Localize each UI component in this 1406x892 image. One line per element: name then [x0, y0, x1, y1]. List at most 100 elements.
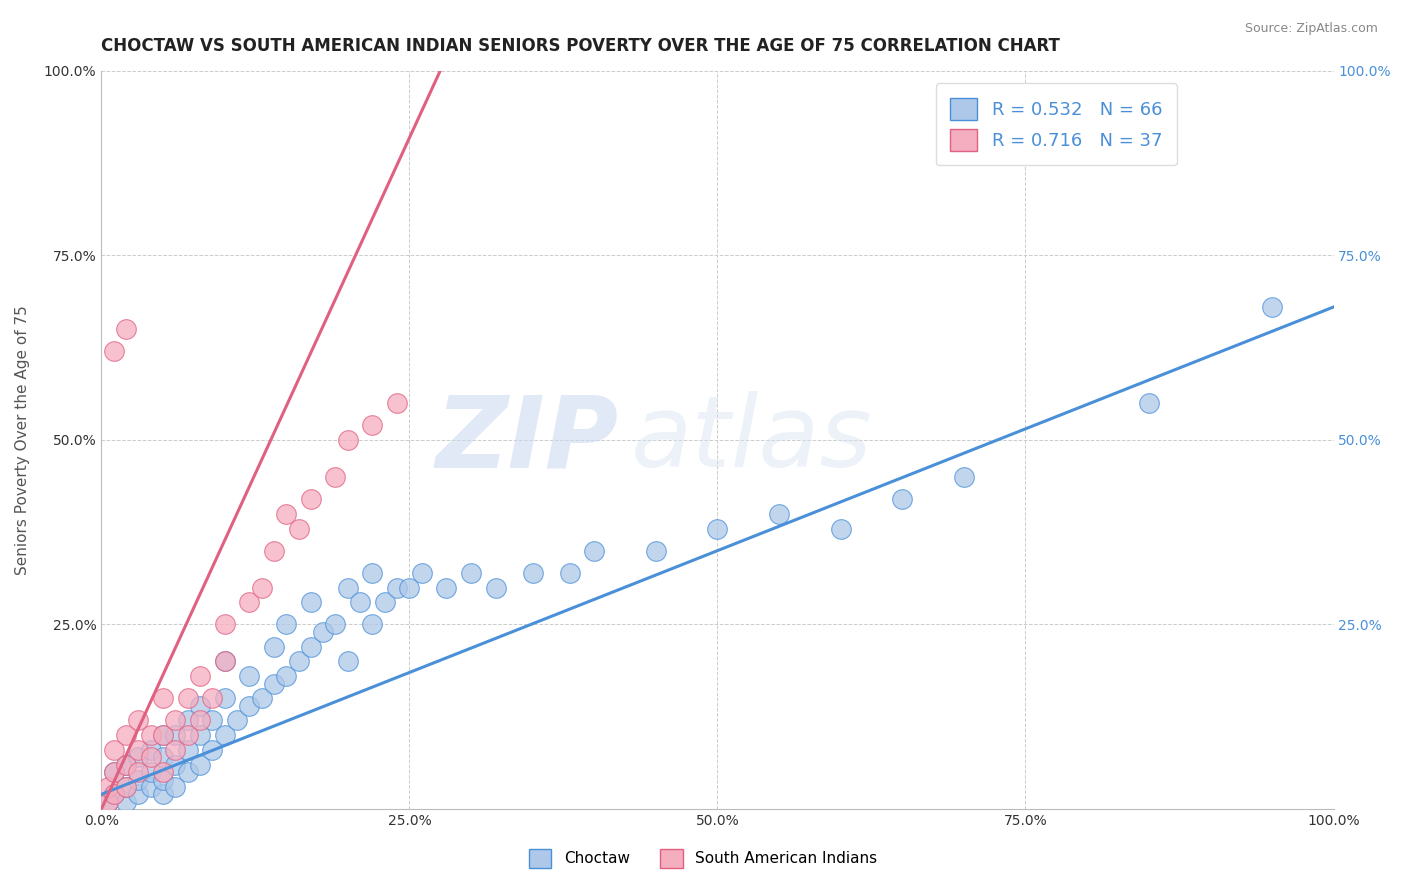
Point	[103, 787, 125, 801]
Point	[238, 698, 260, 713]
Point	[374, 595, 396, 609]
Point	[434, 581, 457, 595]
Point	[361, 418, 384, 433]
Point	[165, 780, 187, 794]
Point	[115, 795, 138, 809]
Text: ZIP: ZIP	[436, 392, 619, 489]
Point	[115, 780, 138, 794]
Point	[385, 396, 408, 410]
Point	[152, 728, 174, 742]
Point	[891, 491, 914, 506]
Point	[176, 765, 198, 780]
Point	[263, 543, 285, 558]
Point	[336, 581, 359, 595]
Point	[830, 522, 852, 536]
Point	[188, 698, 211, 713]
Text: Source: ZipAtlas.com: Source: ZipAtlas.com	[1244, 22, 1378, 36]
Point	[152, 750, 174, 764]
Point	[336, 433, 359, 447]
Point	[188, 728, 211, 742]
Point	[276, 669, 298, 683]
Point	[583, 543, 606, 558]
Point	[165, 743, 187, 757]
Point	[165, 757, 187, 772]
Point	[139, 743, 162, 757]
Point	[127, 772, 149, 787]
Point	[644, 543, 666, 558]
Point	[152, 728, 174, 742]
Point	[201, 743, 224, 757]
Point	[176, 743, 198, 757]
Point	[299, 640, 322, 654]
Point	[139, 765, 162, 780]
Point	[522, 566, 544, 580]
Text: CHOCTAW VS SOUTH AMERICAN INDIAN SENIORS POVERTY OVER THE AGE OF 75 CORRELATION : CHOCTAW VS SOUTH AMERICAN INDIAN SENIORS…	[101, 37, 1060, 55]
Point	[312, 624, 335, 639]
Point	[953, 470, 976, 484]
Point	[103, 765, 125, 780]
Point	[127, 714, 149, 728]
Point	[115, 728, 138, 742]
Point	[103, 787, 125, 801]
Point	[152, 772, 174, 787]
Point	[287, 654, 309, 668]
Point	[176, 714, 198, 728]
Point	[214, 691, 236, 706]
Point	[201, 714, 224, 728]
Point	[460, 566, 482, 580]
Point	[325, 617, 347, 632]
Point	[385, 581, 408, 595]
Point	[188, 714, 211, 728]
Point	[411, 566, 433, 580]
Point	[263, 640, 285, 654]
Y-axis label: Seniors Poverty Over the Age of 75: Seniors Poverty Over the Age of 75	[15, 305, 30, 574]
Point	[139, 728, 162, 742]
Point	[165, 728, 187, 742]
Point	[152, 765, 174, 780]
Point	[103, 344, 125, 359]
Point	[127, 787, 149, 801]
Point	[127, 743, 149, 757]
Point	[188, 669, 211, 683]
Point	[139, 750, 162, 764]
Point	[250, 581, 273, 595]
Point	[768, 507, 790, 521]
Point	[398, 581, 420, 595]
Legend: Choctaw, South American Indians: Choctaw, South American Indians	[516, 837, 890, 880]
Point	[152, 691, 174, 706]
Point	[115, 757, 138, 772]
Point	[214, 654, 236, 668]
Point	[325, 470, 347, 484]
Text: atlas: atlas	[631, 392, 873, 489]
Point	[214, 728, 236, 742]
Point	[115, 322, 138, 336]
Point	[96, 795, 118, 809]
Point	[165, 714, 187, 728]
Point	[250, 691, 273, 706]
Point	[299, 491, 322, 506]
Point	[276, 507, 298, 521]
Point	[201, 691, 224, 706]
Point	[139, 780, 162, 794]
Point	[214, 654, 236, 668]
Point	[96, 795, 118, 809]
Point	[361, 566, 384, 580]
Point	[127, 750, 149, 764]
Point	[336, 654, 359, 668]
Point	[287, 522, 309, 536]
Point	[1261, 300, 1284, 314]
Point	[276, 617, 298, 632]
Point	[238, 669, 260, 683]
Point	[115, 757, 138, 772]
Point	[299, 595, 322, 609]
Point	[225, 714, 247, 728]
Point	[176, 728, 198, 742]
Point	[706, 522, 728, 536]
Point	[176, 691, 198, 706]
Point	[263, 676, 285, 690]
Point	[127, 765, 149, 780]
Point	[1137, 396, 1160, 410]
Point	[115, 780, 138, 794]
Point	[152, 787, 174, 801]
Point	[361, 617, 384, 632]
